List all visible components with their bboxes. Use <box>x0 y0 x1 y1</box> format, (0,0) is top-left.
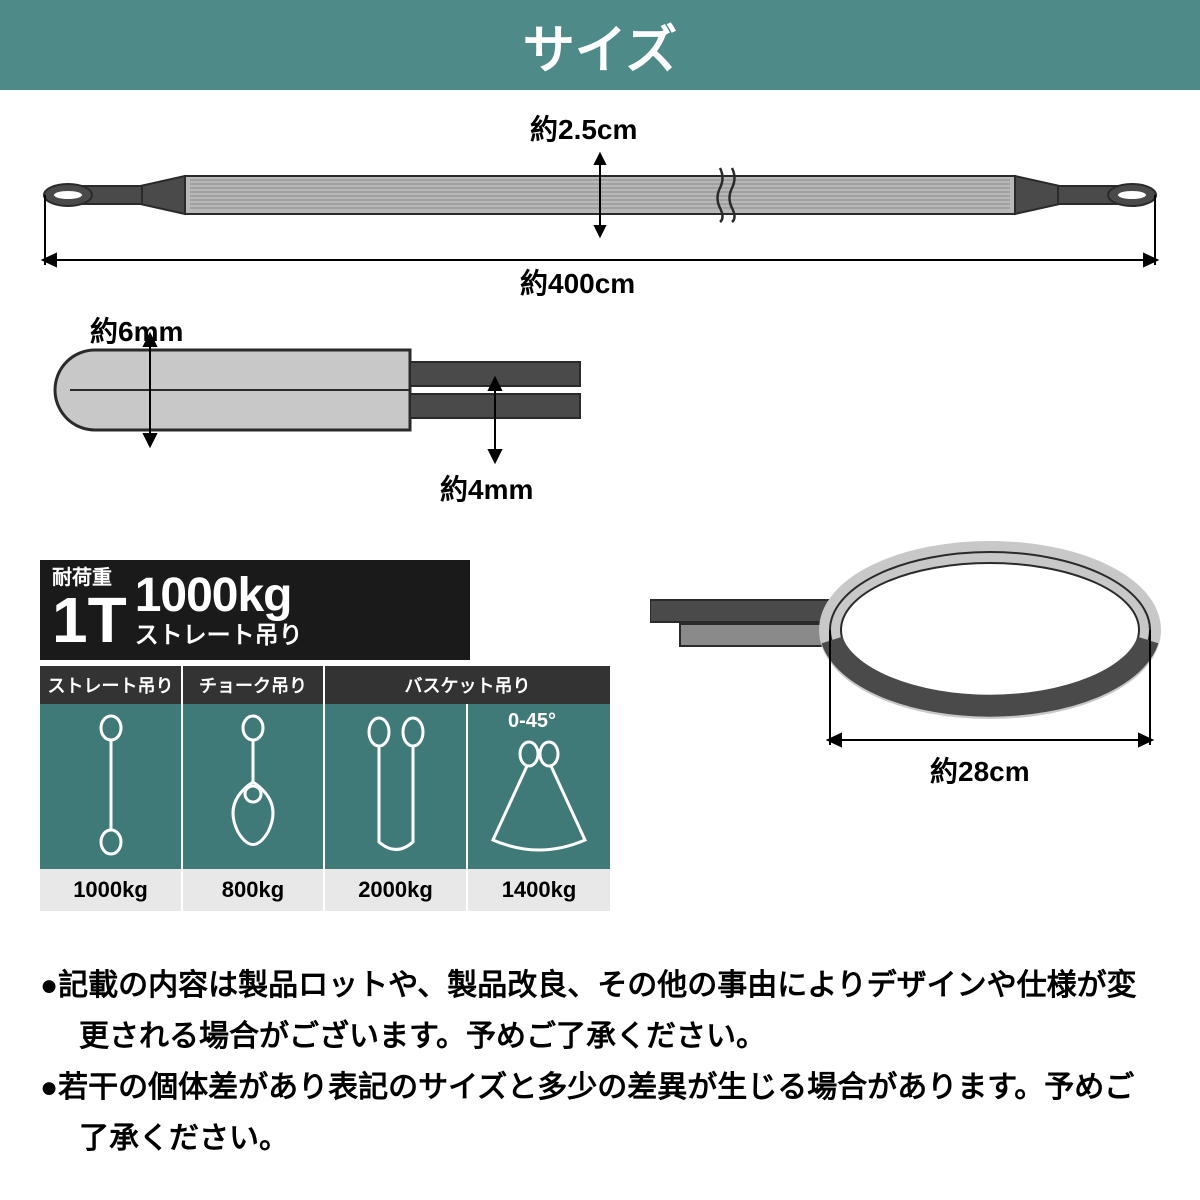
note-line: ●記載の内容は製品ロットや、製品改良、その他の事由によりデザインや仕様が変更され… <box>40 960 1160 1062</box>
strap-detail-diagram: 約6mm 約4mm <box>40 320 600 520</box>
notes-block: ●記載の内容は製品ロットや、製品改良、その他の事由によりデザインや仕様が変更され… <box>40 960 1160 1164</box>
basket-angle-icon: 0-45° <box>467 704 610 869</box>
table-header: チョーク吊り <box>182 666 324 704</box>
load-capacity-panel: 耐荷重 1T 1000kg ストレート吊り ストレート吊り チョーク吊り バスケ… <box>40 560 610 910</box>
choker-icon <box>182 704 324 869</box>
load-header: 耐荷重 1T 1000kg ストレート吊り <box>40 560 470 660</box>
loop-ring-diagram: 約28cm <box>650 540 1180 800</box>
table-value: 2000kg <box>324 869 467 911</box>
angle-label: 0-45° <box>508 710 556 733</box>
table-header: バスケット吊り <box>324 666 610 704</box>
load-kg: 1000kg <box>135 570 303 623</box>
strap-thickness-label: 約4mm <box>440 468 533 508</box>
load-badge-big: 1T <box>52 588 127 652</box>
table-value: 1400kg <box>467 869 610 911</box>
note-line: ●若干の個体差があり表記のサイズと多少の差異が生じる場合があります。予めご了承く… <box>40 1062 1160 1164</box>
loop-diameter-label: 約28cm <box>930 750 1030 790</box>
table-value: 800kg <box>182 869 324 911</box>
header-banner: サイズ <box>0 0 1200 90</box>
width-label: 約2.5cm <box>530 108 637 148</box>
load-table: ストレート吊り チョーク吊り バスケット吊り <box>40 666 610 911</box>
load-mode: ストレート吊り <box>135 623 303 649</box>
basket-icon <box>324 704 467 869</box>
straight-icon <box>40 704 182 869</box>
table-value: 1000kg <box>40 869 182 911</box>
table-header: ストレート吊り <box>40 666 182 704</box>
length-label: 約400cm <box>520 262 635 302</box>
sleeve-thickness-label: 約6mm <box>90 310 183 350</box>
strap-full-diagram: 約2.5cm <box>40 150 1160 290</box>
